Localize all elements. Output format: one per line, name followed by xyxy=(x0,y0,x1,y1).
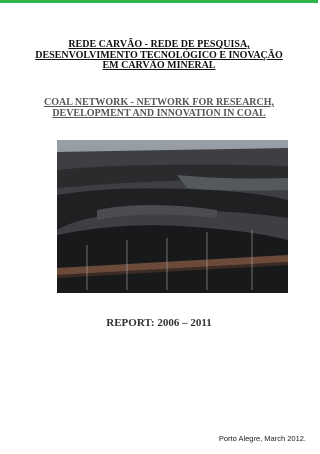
cover-photo xyxy=(57,140,288,293)
top-bar xyxy=(0,0,318,3)
title-line: REDE CARVÃO - REDE DE PESQUISA, xyxy=(20,40,298,51)
page: {"cover": { "title_lines": ["REDE CARVÃO… xyxy=(0,0,318,454)
subtitle-line: DEVELOPMENT AND INNOVATION IN COAL xyxy=(20,109,298,120)
title-line: EM CARVÃO MINERAL xyxy=(20,61,298,72)
subtitle: COAL NETWORK - NETWORK FOR RESEARCH, DEV… xyxy=(20,98,298,119)
title: REDE CARVÃO - REDE DE PESQUISA, DESENVOL… xyxy=(20,40,298,72)
report-period: REPORT: 2006 – 2011 xyxy=(20,317,298,329)
footer: Porto Alegre, March 2012. xyxy=(219,434,306,443)
subtitle-line: COAL NETWORK - NETWORK FOR RESEARCH, xyxy=(20,98,298,109)
